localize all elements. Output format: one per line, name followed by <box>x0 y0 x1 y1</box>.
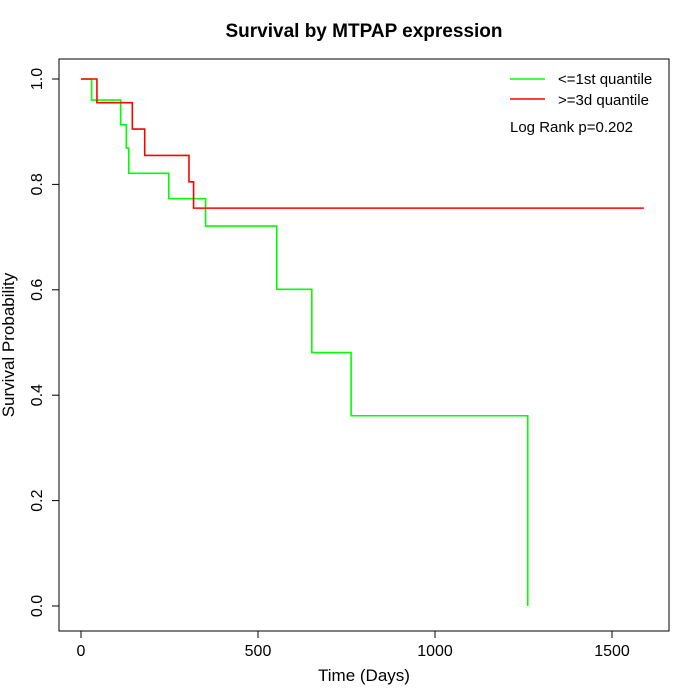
y-tick-label: 0.0 <box>29 595 46 617</box>
x-axis: 0 500 1000 1500 <box>77 630 630 660</box>
y-tick-label: 1.0 <box>29 68 46 90</box>
x-tick-label: 0 <box>77 643 86 660</box>
legend-label-series-1: >=3d quantile <box>558 92 649 109</box>
series-layer <box>81 78 644 606</box>
x-tick-label: 1000 <box>417 643 453 660</box>
y-tick-label: 0.4 <box>29 384 46 406</box>
log-rank-annotation: Log Rank p=0.202 <box>510 119 633 136</box>
series-line-1 <box>81 78 644 209</box>
y-tick-label: 0.8 <box>29 173 46 195</box>
x-tick-label: 1500 <box>594 643 630 660</box>
series-line-0 <box>81 78 529 606</box>
y-tick-label: 0.6 <box>29 279 46 301</box>
x-tick-label: 500 <box>245 643 272 660</box>
y-tick-label: 0.2 <box>29 489 46 511</box>
legend: <=1st quantile >=3d quantile <box>510 71 652 109</box>
x-axis-label: Time (Days) <box>318 666 410 685</box>
legend-label-series-0: <=1st quantile <box>558 71 652 88</box>
chart-title: Survival by MTPAP expression <box>225 21 502 42</box>
y-axis: 0.0 0.2 0.4 0.6 0.8 1.0 <box>29 68 60 617</box>
plot-frame <box>58 58 670 632</box>
y-axis-label: Survival Probability <box>0 272 18 417</box>
